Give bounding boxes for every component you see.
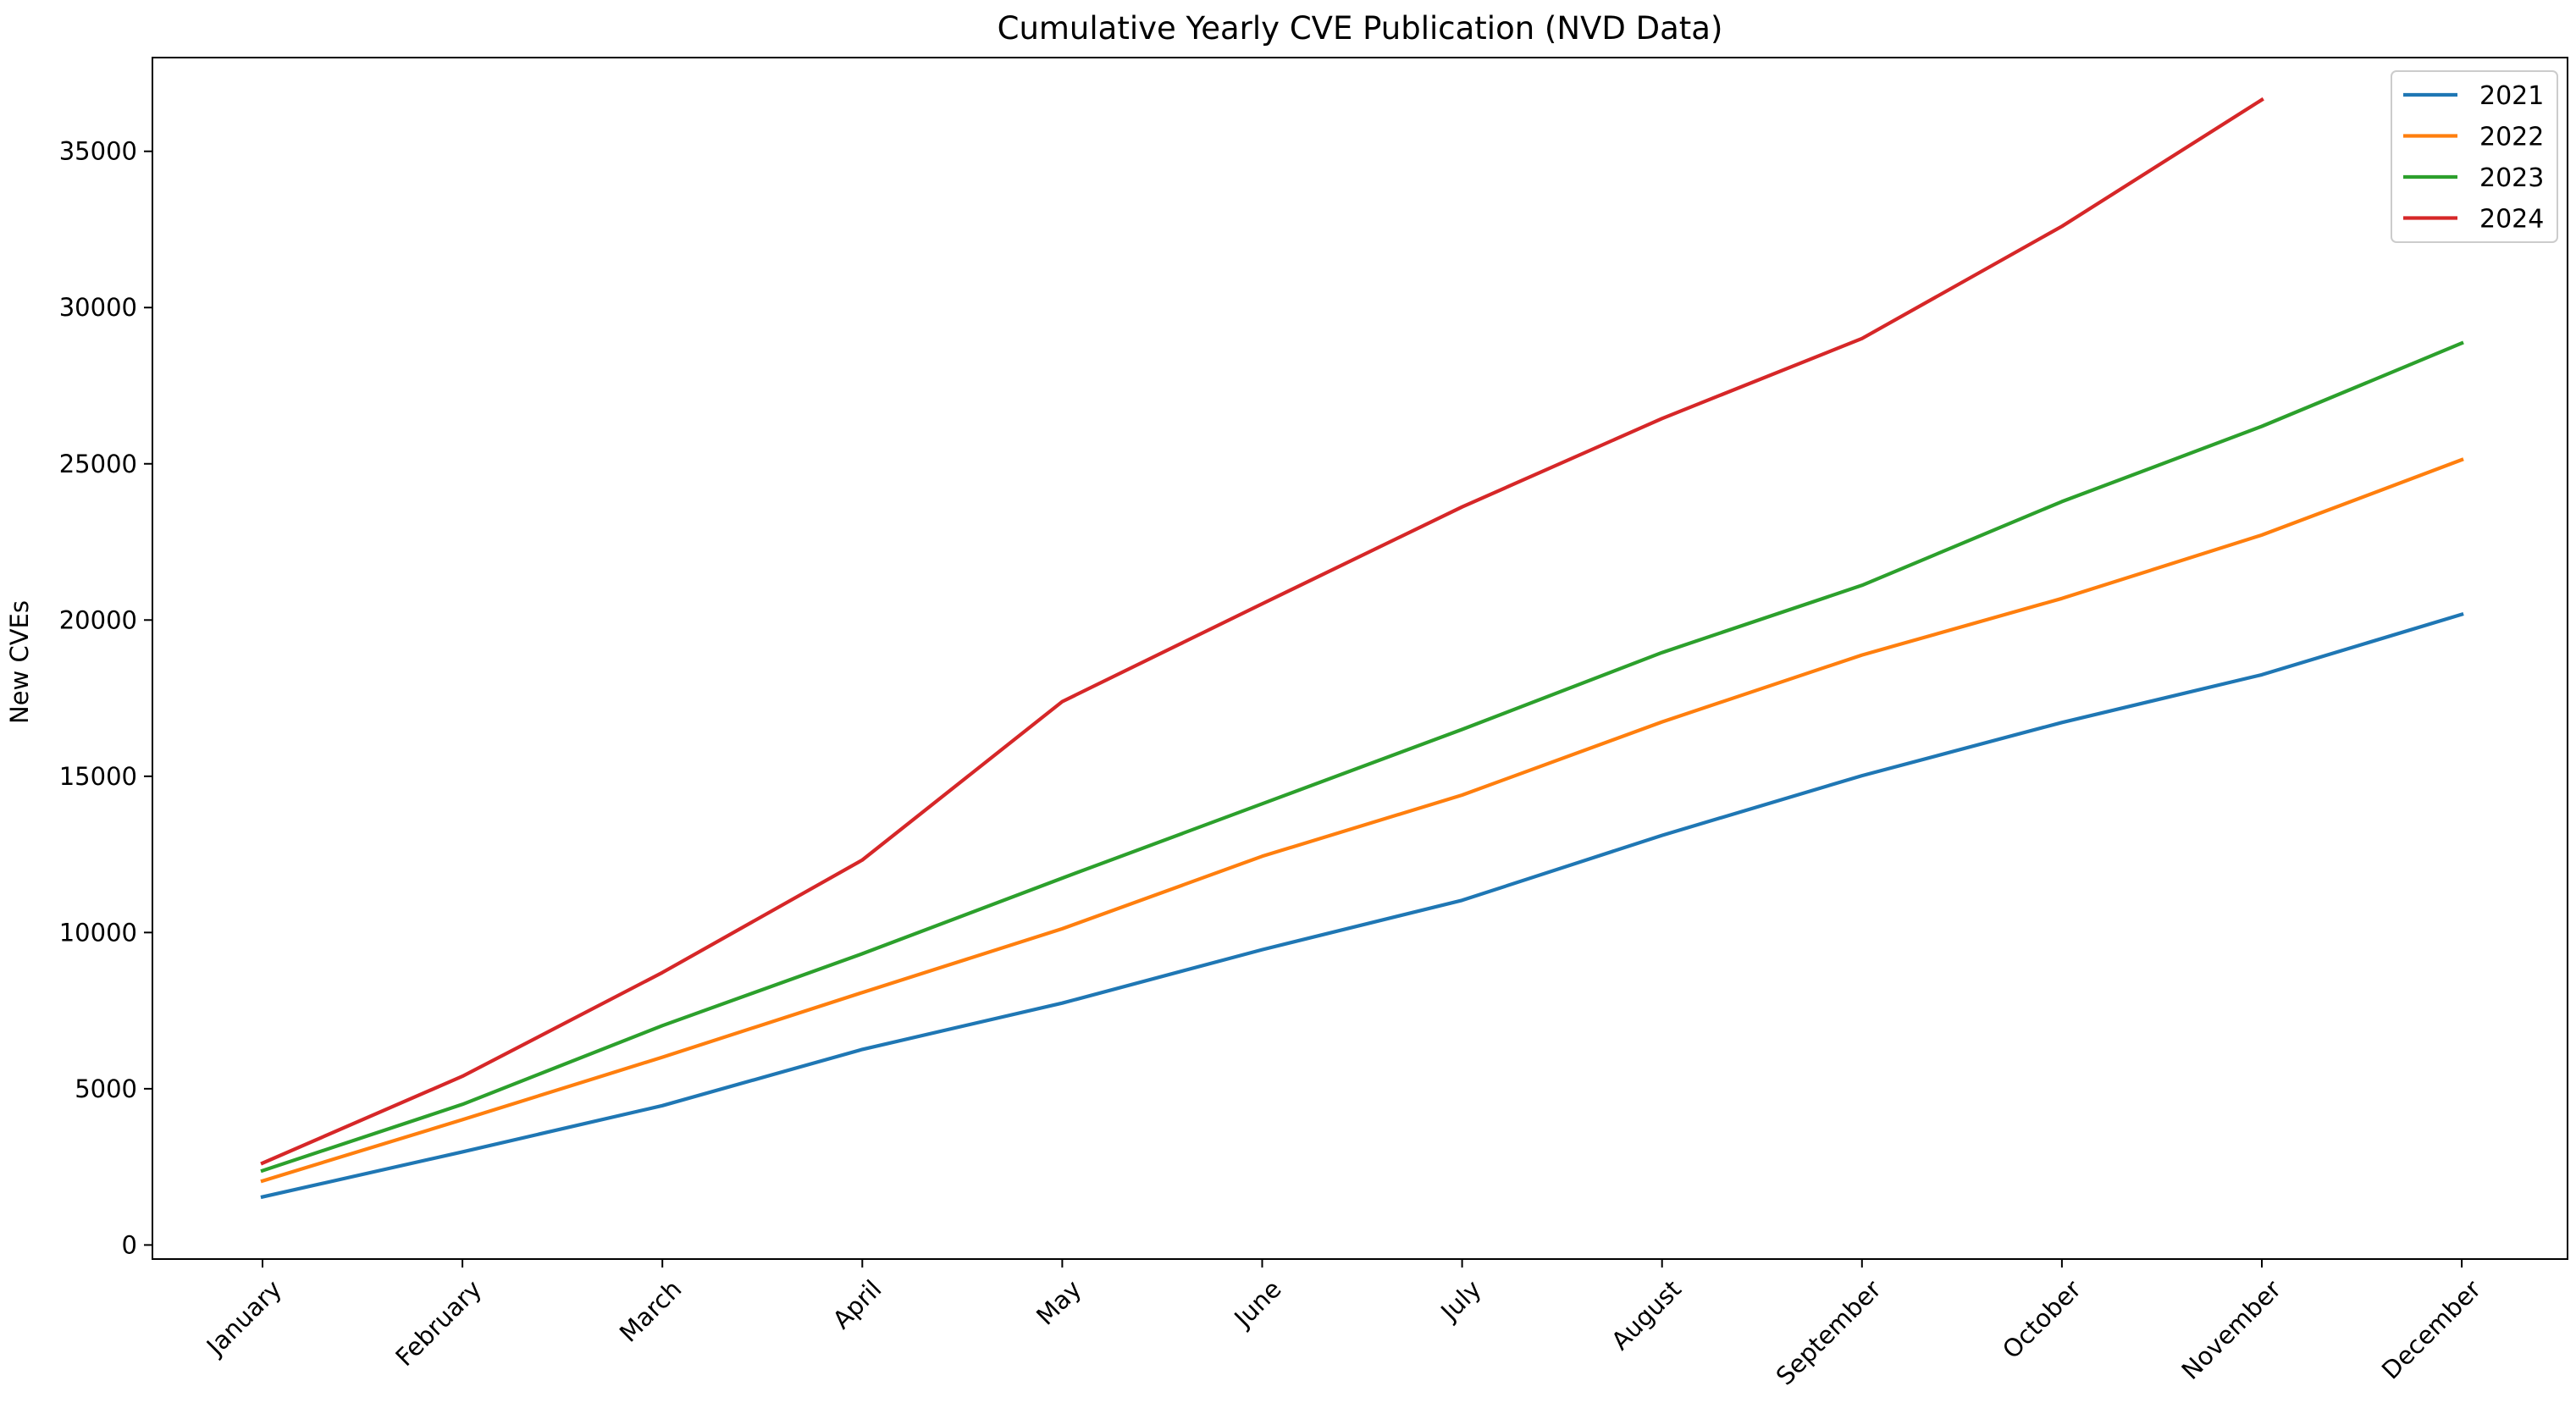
- legend-label-2021: 2021: [2479, 81, 2544, 111]
- legend: 2021 2022 2023 2024: [2391, 70, 2558, 243]
- series-line-2024: [260, 97, 2264, 1166]
- series-line-2022: [260, 457, 2464, 1184]
- legend-box: [2391, 70, 2558, 243]
- y-tick-label: 35000: [59, 137, 137, 166]
- legend-label-2022: 2022: [2479, 123, 2544, 152]
- series-line-2023: [260, 340, 2464, 1174]
- y-tick-label: 5000: [75, 1074, 137, 1103]
- plot-frame: [152, 57, 2568, 1260]
- y-tick-label: 0: [122, 1230, 137, 1259]
- chart-title: Cumulative Yearly CVE Publication (NVD D…: [998, 10, 1723, 47]
- y-tick-label: 25000: [59, 450, 137, 478]
- series-layer: [260, 97, 2464, 1200]
- legend-label-2024: 2024: [2479, 205, 2544, 235]
- y-tick-label: 20000: [59, 605, 137, 634]
- series-line-2021: [260, 611, 2464, 1200]
- y-tick-label: 10000: [59, 918, 137, 947]
- y-tick-label: 15000: [59, 762, 137, 791]
- y-axis-label: New CVEs: [5, 600, 34, 724]
- y-tick-label: 30000: [59, 293, 137, 322]
- legend-label-2023: 2023: [2479, 163, 2544, 193]
